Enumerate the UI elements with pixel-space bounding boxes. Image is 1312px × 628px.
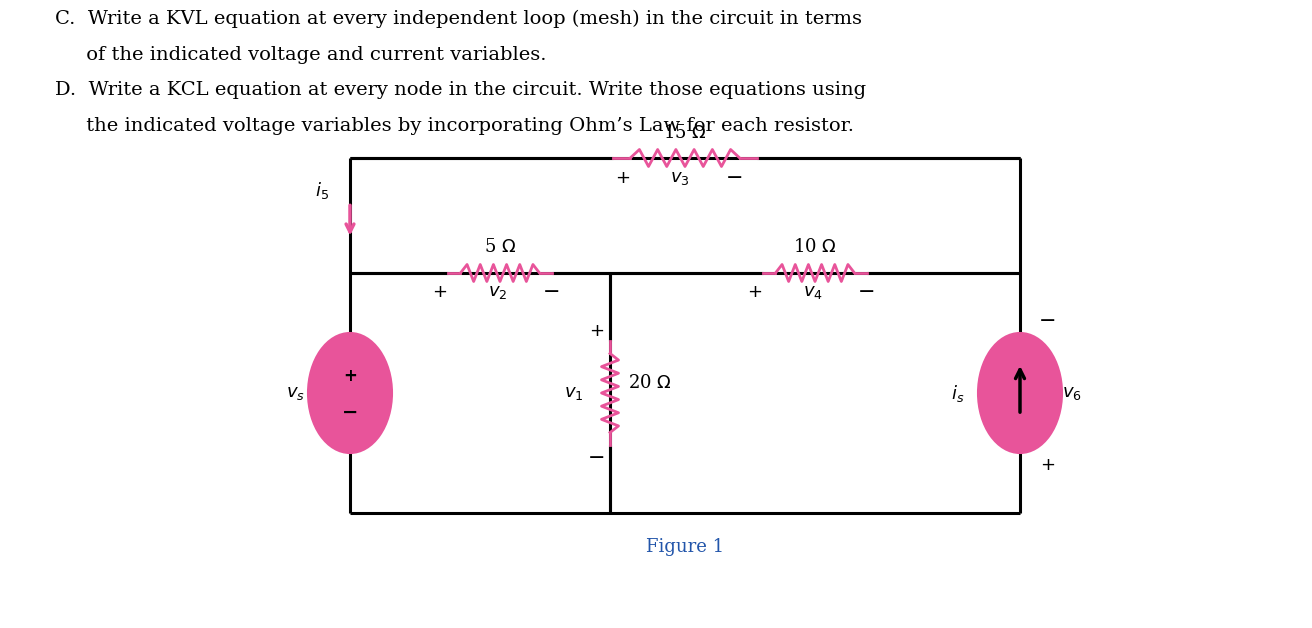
Ellipse shape <box>977 333 1061 453</box>
Text: −: − <box>543 282 560 302</box>
Text: −: − <box>342 403 358 421</box>
Text: $v_s$: $v_s$ <box>286 384 304 402</box>
Text: −: − <box>858 282 875 302</box>
Text: $i_s$: $i_s$ <box>951 382 964 404</box>
Text: 20 $\Omega$: 20 $\Omega$ <box>628 374 672 392</box>
Text: $i_5$: $i_5$ <box>315 180 329 201</box>
Text: Figure 1: Figure 1 <box>646 538 724 556</box>
Text: +: + <box>748 283 762 301</box>
Text: 10 $\Omega$: 10 $\Omega$ <box>794 238 837 256</box>
Text: $v_6$: $v_6$ <box>1063 384 1082 402</box>
Text: the indicated voltage variables by incorporating Ohm’s Law for each resistor.: the indicated voltage variables by incor… <box>55 117 854 135</box>
Text: +: + <box>342 367 357 385</box>
Text: −: − <box>588 448 606 468</box>
Text: $v_4$: $v_4$ <box>803 283 823 301</box>
Text: $v_2$: $v_2$ <box>488 283 508 301</box>
Text: D.  Write a KCL equation at every node in the circuit. Write those equations usi: D. Write a KCL equation at every node in… <box>55 81 866 99</box>
Text: +: + <box>589 322 605 340</box>
Text: +: + <box>433 283 447 301</box>
Text: −: − <box>1039 311 1056 331</box>
Text: +: + <box>1040 456 1055 474</box>
Text: of the indicated voltage and current variables.: of the indicated voltage and current var… <box>55 46 547 64</box>
Text: $v_1$: $v_1$ <box>564 384 584 402</box>
Text: +: + <box>615 169 631 187</box>
Text: C.  Write a KVL equation at every independent loop (mesh) in the circuit in term: C. Write a KVL equation at every indepen… <box>55 10 862 28</box>
Text: $v_3$: $v_3$ <box>670 169 690 187</box>
Ellipse shape <box>308 333 392 453</box>
Text: 5 $\Omega$: 5 $\Omega$ <box>484 238 516 256</box>
Text: −: − <box>727 168 744 188</box>
Text: 15 $\Omega$: 15 $\Omega$ <box>663 124 707 142</box>
